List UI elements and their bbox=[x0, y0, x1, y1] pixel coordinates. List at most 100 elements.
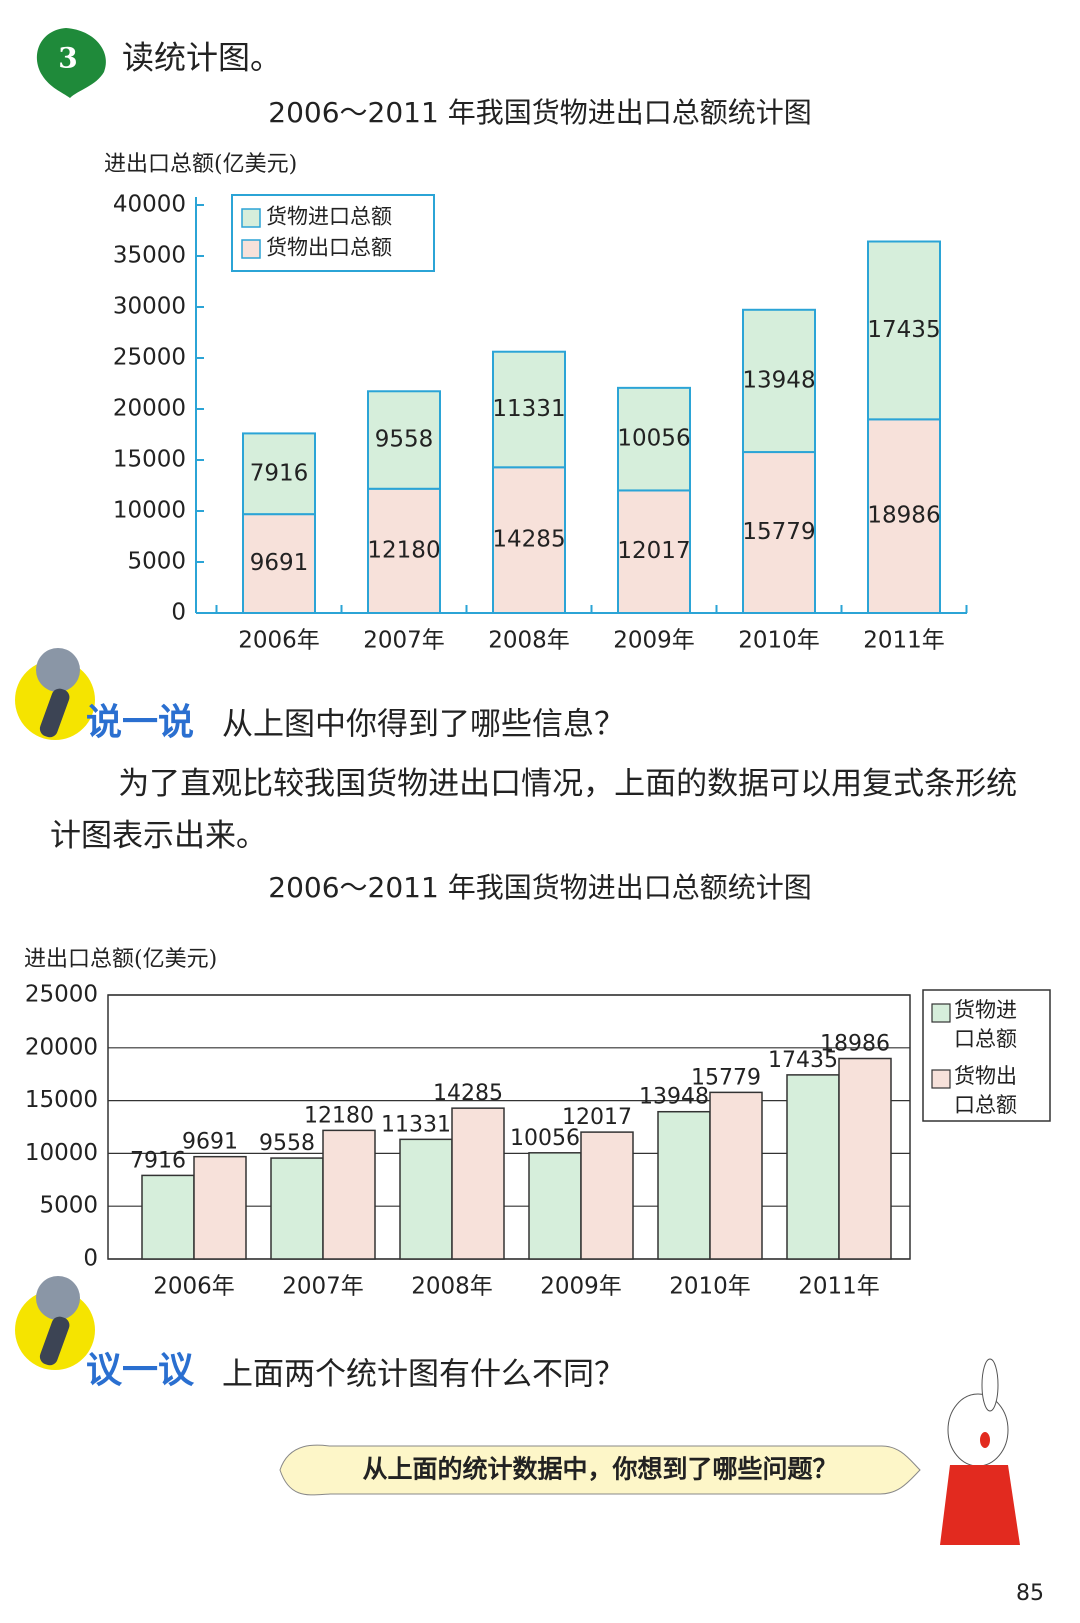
mascot-2 bbox=[15, 1276, 95, 1370]
value-label: 18986 bbox=[867, 503, 940, 529]
bar bbox=[141, 1174, 195, 1260]
bar bbox=[270, 1157, 324, 1260]
value-label: 9558 bbox=[259, 1131, 315, 1156]
bar bbox=[528, 1152, 582, 1260]
x-tick-label: 2008年 bbox=[411, 1274, 493, 1300]
x-tick-label: 2010年 bbox=[738, 628, 820, 654]
legend-item: 货物出口总额 bbox=[954, 1064, 1017, 1117]
leaf-icon bbox=[36, 28, 106, 98]
bar bbox=[451, 1107, 505, 1260]
bar-segment bbox=[742, 451, 816, 614]
y-tick-label: 20000 bbox=[113, 396, 186, 422]
value-label: 11331 bbox=[381, 1112, 451, 1137]
y-tick-label: 10000 bbox=[25, 1140, 98, 1166]
bar bbox=[193, 1155, 247, 1260]
bar-segment bbox=[867, 240, 941, 421]
x-tick-label: 2011年 bbox=[863, 628, 945, 654]
y-tick-label: 20000 bbox=[25, 1034, 98, 1060]
value-label: 9691 bbox=[182, 1130, 238, 1155]
y-tick-label: 5000 bbox=[127, 549, 186, 575]
bar bbox=[657, 1110, 711, 1260]
section-question: 上面两个统计图有什么不同？ bbox=[222, 1357, 625, 1393]
bar-segment bbox=[242, 513, 316, 614]
bar-segment bbox=[242, 432, 316, 516]
y-tick-label: 0 bbox=[83, 1246, 98, 1272]
value-label: 7916 bbox=[130, 1148, 186, 1173]
value-label: 12180 bbox=[367, 537, 440, 563]
x-tick-label: 2010年 bbox=[669, 1274, 751, 1300]
value-label: 17435 bbox=[768, 1048, 838, 1073]
bar-segment bbox=[367, 390, 441, 490]
value-label: 13948 bbox=[742, 367, 815, 393]
speech-bubble bbox=[279, 1444, 921, 1496]
paragraph-box: 为了直观比较我国货物进出口情况，上面的数据可以用复式条形统计图表示出来。 bbox=[50, 766, 1018, 854]
section-label: 说一说 bbox=[86, 702, 194, 743]
bar bbox=[322, 1129, 376, 1260]
legend-label: 货物出口总额 bbox=[954, 1064, 1017, 1117]
value-label: 17435 bbox=[867, 317, 940, 343]
x-tick-label: 2007年 bbox=[363, 628, 445, 654]
value-label: 11331 bbox=[492, 396, 565, 422]
legend-label: 货物进口总额 bbox=[954, 998, 1017, 1051]
value-label: 9558 bbox=[375, 427, 434, 453]
legend-swatch bbox=[931, 1069, 951, 1089]
y-tick-label: 15000 bbox=[113, 447, 186, 473]
value-label: 12017 bbox=[562, 1105, 632, 1130]
value-label: 12180 bbox=[304, 1103, 374, 1128]
exercise-title: 读统计图。 bbox=[122, 39, 282, 77]
y-tick-label: 0 bbox=[171, 600, 186, 626]
legend-label: 货物出口总额 bbox=[266, 236, 392, 260]
bar bbox=[709, 1091, 763, 1260]
rabbit bbox=[940, 1358, 1020, 1545]
legend-item: 货物进口总额 bbox=[954, 998, 1017, 1051]
x-tick-label: 2011年 bbox=[798, 1274, 880, 1300]
value-label: 7916 bbox=[250, 460, 309, 486]
bar bbox=[399, 1138, 453, 1260]
x-tick-label: 2006年 bbox=[238, 628, 320, 654]
bar bbox=[786, 1074, 840, 1260]
section-question: 从上图中你得到了哪些信息？ bbox=[222, 707, 625, 743]
x-tick-label: 2007年 bbox=[282, 1274, 364, 1300]
value-label: 12017 bbox=[617, 538, 690, 564]
value-label: 10056 bbox=[510, 1126, 580, 1151]
bar-segment bbox=[867, 418, 941, 614]
section-label: 议一议 bbox=[86, 1350, 195, 1391]
x-tick-label: 2009年 bbox=[613, 628, 695, 654]
x-tick-label: 2006年 bbox=[153, 1274, 235, 1300]
value-label: 15779 bbox=[691, 1065, 761, 1090]
exercise-number: 3 bbox=[58, 42, 77, 75]
value-label: 14285 bbox=[492, 527, 565, 553]
paragraph: 为了直观比较我国货物进出口情况，上面的数据可以用复式条形统计图表示出来。 bbox=[50, 766, 1018, 854]
chart-title: 2006～2011 年我国货物进出口总额统计图 bbox=[268, 96, 811, 129]
y-axis-label: 进出口总额(亿美元) bbox=[104, 152, 297, 177]
bar-segment bbox=[492, 466, 566, 614]
x-tick-label: 2009年 bbox=[540, 1274, 622, 1300]
value-label: 18986 bbox=[820, 1032, 890, 1057]
value-label: 13948 bbox=[639, 1085, 709, 1110]
legend-swatch bbox=[241, 239, 261, 259]
y-tick-label: 10000 bbox=[113, 498, 186, 524]
y-tick-label: 30000 bbox=[113, 294, 186, 320]
y-tick-label: 5000 bbox=[39, 1193, 98, 1219]
value-label: 9691 bbox=[250, 550, 309, 576]
value-label: 10056 bbox=[617, 426, 690, 452]
bar-segment bbox=[742, 308, 816, 454]
mascot-1 bbox=[15, 648, 95, 740]
bubble-text: 从上面的统计数据中，你想到了哪些问题？ bbox=[362, 1455, 837, 1484]
bar bbox=[580, 1131, 634, 1260]
legend-swatch bbox=[931, 1003, 951, 1023]
legend-swatch bbox=[241, 208, 261, 228]
y-tick-label: 40000 bbox=[113, 192, 186, 218]
legend-label: 货物进口总额 bbox=[266, 205, 392, 229]
y-tick-label: 35000 bbox=[113, 243, 186, 269]
value-label: 14285 bbox=[433, 1081, 503, 1106]
bar-segment bbox=[367, 487, 441, 615]
x-tick-label: 2008年 bbox=[488, 628, 570, 654]
page-number: 85 bbox=[1016, 1581, 1044, 1606]
value-label: 15779 bbox=[742, 519, 815, 545]
y-tick-label: 25000 bbox=[113, 345, 186, 371]
y-tick-label: 15000 bbox=[25, 1087, 98, 1113]
bar-segment bbox=[492, 350, 566, 469]
y-tick-label: 25000 bbox=[25, 982, 98, 1008]
